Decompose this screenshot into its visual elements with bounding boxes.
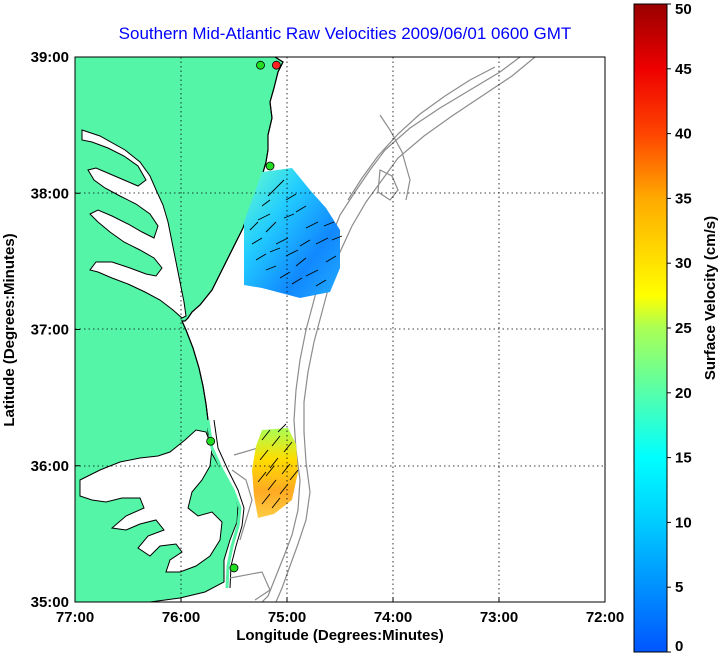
y-axis-ticks: 39:00 38:00 37:00 36:00 35:00: [31, 49, 80, 611]
colorbar-tick-label: 15: [675, 450, 692, 467]
y-tick-label: 36:00: [31, 458, 69, 475]
colorbar: [633, 3, 668, 653]
velocity-vectors-south: [257, 423, 299, 509]
pamlico-sound: [79, 429, 223, 573]
map-grid: [75, 57, 605, 602]
x-tick-label: 74:00: [374, 609, 412, 626]
radar-station-marker: [256, 60, 265, 70]
colorbar-tick-label: 20: [675, 385, 692, 402]
barrier-islands: [206, 419, 242, 589]
map-title: Southern Mid-Atlantic Raw Velocities 200…: [119, 24, 572, 43]
y-tick-label: 39:00: [31, 49, 69, 66]
coastline: [181, 57, 284, 421]
radar-stations: [206, 60, 281, 573]
x-tick-label: 73:00: [480, 609, 518, 626]
colorbar-tick-label: 30: [675, 255, 692, 272]
colorbar-tick-label: 35: [675, 190, 692, 207]
colorbar-tick-label: 50: [675, 1, 692, 18]
map-plot-area: [75, 57, 605, 602]
radar-station-marker: [265, 161, 275, 171]
y-axis-label: Latitude (Degrees:Minutes): [1, 233, 18, 426]
y-tick-label: 35:00: [31, 594, 69, 611]
y-tick-label: 37:00: [31, 322, 69, 339]
x-tick-label: 76:00: [162, 609, 200, 626]
colorbar-tick-label: 45: [675, 61, 692, 78]
colorbar-ticks: 0 5 10 15 20 25 30 35 40 45 50: [667, 1, 692, 655]
colorbar-tick-label: 25: [675, 320, 692, 337]
colorbar-tick-label: 0: [675, 638, 683, 655]
colorbar-tick-label: 10: [675, 514, 692, 531]
chesapeake-bay: [81, 129, 187, 319]
x-tick-label: 72:00: [586, 609, 624, 626]
x-axis-ticks: 77:00 76:00 75:00 74:00 73:00 72:00: [56, 597, 624, 626]
y-tick-label: 38:00: [31, 185, 69, 202]
radar-station-marker: [271, 60, 281, 70]
x-axis-label: Longitude (Degrees:Minutes): [236, 627, 444, 644]
velocity-vectors-north: [249, 179, 343, 287]
x-tick-label: 77:00: [56, 609, 94, 626]
colorbar-label: Surface Velocity (cm/s): [702, 216, 719, 380]
velocity-region-south: [252, 428, 298, 518]
x-tick-label: 75:00: [268, 609, 306, 626]
colorbar-tick-label: 40: [675, 126, 692, 143]
colorbar-tick-label: 5: [675, 579, 683, 596]
velocity-region-north: [244, 168, 340, 298]
radar-station-marker: [229, 563, 239, 573]
radar-station-marker: [206, 436, 216, 446]
